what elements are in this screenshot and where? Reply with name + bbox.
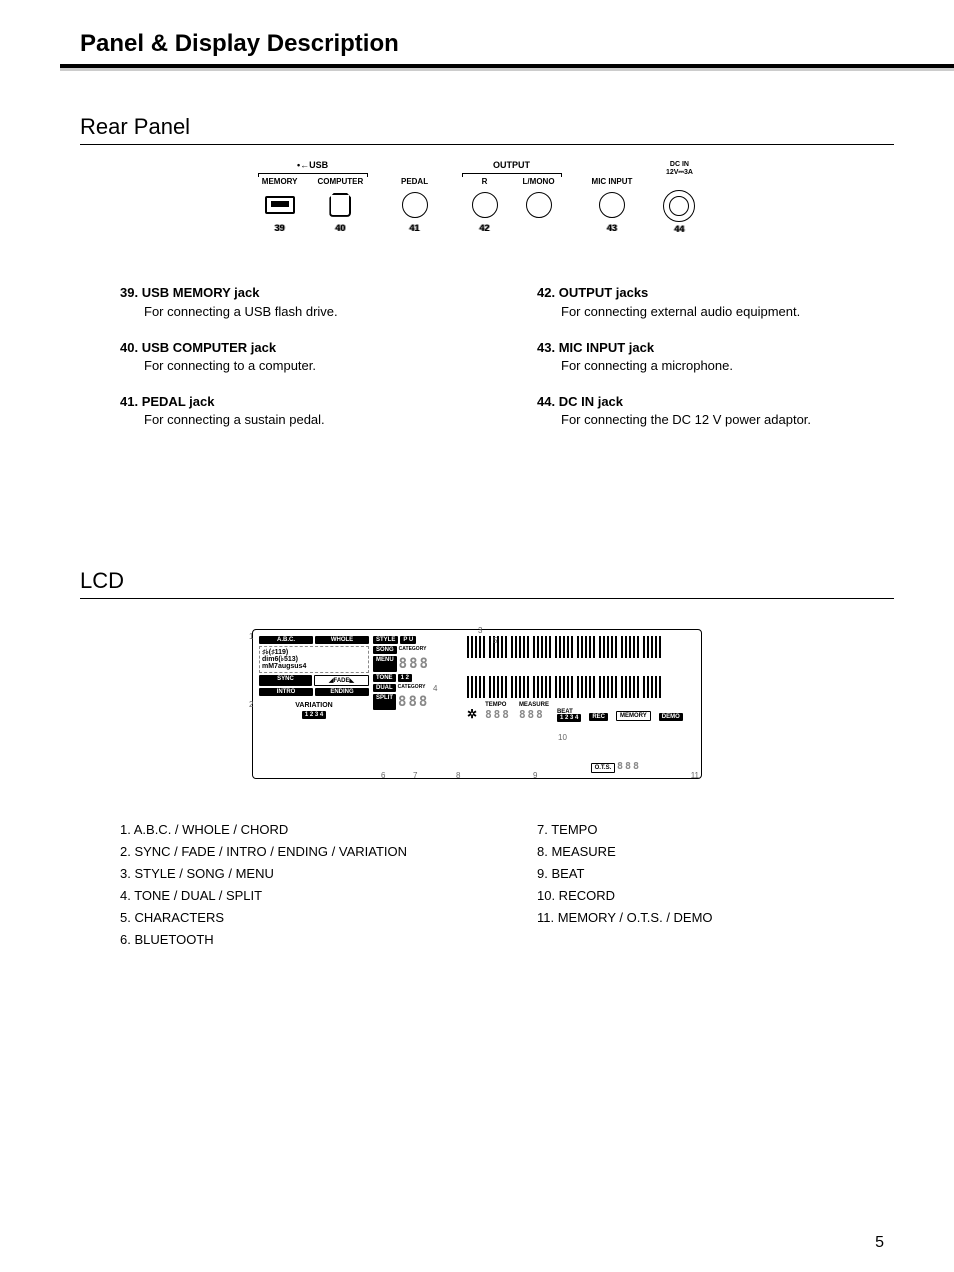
usb-a-icon [265, 196, 295, 214]
list-item: 1. A.B.C. / WHOLE / CHORD [120, 819, 477, 841]
lcd-heading: LCD [80, 568, 894, 599]
rear-panel-descriptions: 39. USB MEMORY jackFor connecting a USB … [120, 284, 894, 447]
character-display [467, 676, 695, 698]
list-item: 7. TEMPO [537, 819, 894, 841]
desc-item: 39. USB MEMORY jackFor connecting a USB … [120, 284, 477, 320]
chord-display: ♯♭(♯119) dim6(♭513) mM7augsus4 [259, 646, 369, 673]
page-title: Panel & Display Description [80, 30, 894, 58]
port-usb-computer: COMPUTER 40 [318, 177, 364, 233]
list-item: 8. MEASURE [537, 841, 894, 863]
dc-jack-icon [663, 190, 695, 222]
port-usb-memory: MEMORY 39 [262, 177, 298, 233]
lcd-screen: 1 2 3 4 5 6 7 8 9 10 11 A.B.C. WHOLE ♯♭(… [252, 629, 702, 779]
character-display [467, 636, 695, 658]
usb-b-icon [329, 193, 351, 217]
list-item: 3. STYLE / SONG / MENU [120, 863, 477, 885]
page-number: 5 [875, 1234, 884, 1252]
title-divider [60, 64, 894, 74]
usb-group-label: •←USB [297, 161, 328, 171]
rear-panel-heading: Rear Panel [80, 114, 894, 145]
usb-group: •←USB MEMORY 39 COMPUTER 40 [258, 161, 368, 234]
bluetooth-icon: ✲ [467, 707, 477, 721]
port-dc: 44 [662, 178, 696, 234]
jack-icon [599, 192, 625, 218]
pedal-group: PEDAL 41 [398, 161, 432, 234]
rear-panel-diagram: •←USB MEMORY 39 COMPUTER 40 PEDAL 41 [60, 161, 894, 234]
list-item: 5. CHARACTERS [120, 907, 477, 929]
port-mic: MIC INPUT 43 [592, 177, 633, 233]
jack-icon [402, 192, 428, 218]
jack-icon [526, 192, 552, 218]
list-item: 4. TONE / DUAL / SPLIT [120, 885, 477, 907]
lcd-legend: 1. A.B.C. / WHOLE / CHORD 2. SYNC / FADE… [120, 819, 894, 952]
port-pedal: PEDAL 41 [398, 177, 432, 233]
mic-group: MIC INPUT 43 [592, 161, 633, 234]
list-item: 9. BEAT [537, 863, 894, 885]
list-item: 10. RECORD [537, 885, 894, 907]
dc-group: DC IN 12V⎓3A 44 [662, 161, 696, 234]
jack-icon [472, 192, 498, 218]
desc-item: 44. DC IN jackFor connecting the DC 12 V… [537, 393, 894, 429]
list-item: 2. SYNC / FADE / INTRO / ENDING / VARIAT… [120, 841, 477, 863]
port-output-l: L/MONO [522, 177, 556, 233]
list-item: 11. MEMORY / O.T.S. / DEMO [537, 907, 894, 929]
desc-item: 43. MIC INPUT jackFor connecting a micro… [537, 339, 894, 375]
desc-item: 42. OUTPUT jacksFor connecting external … [537, 284, 894, 320]
desc-item: 41. PEDAL jackFor connecting a sustain p… [120, 393, 477, 429]
port-output-r: R 42 [468, 177, 502, 233]
lcd-diagram: 1 2 3 4 5 6 7 8 9 10 11 A.B.C. WHOLE ♯♭(… [60, 629, 894, 779]
list-item: 6. BLUETOOTH [120, 929, 477, 951]
desc-item: 40. USB COMPUTER jackFor connecting to a… [120, 339, 477, 375]
output-group: OUTPUT R 42 L/MONO [462, 161, 562, 234]
